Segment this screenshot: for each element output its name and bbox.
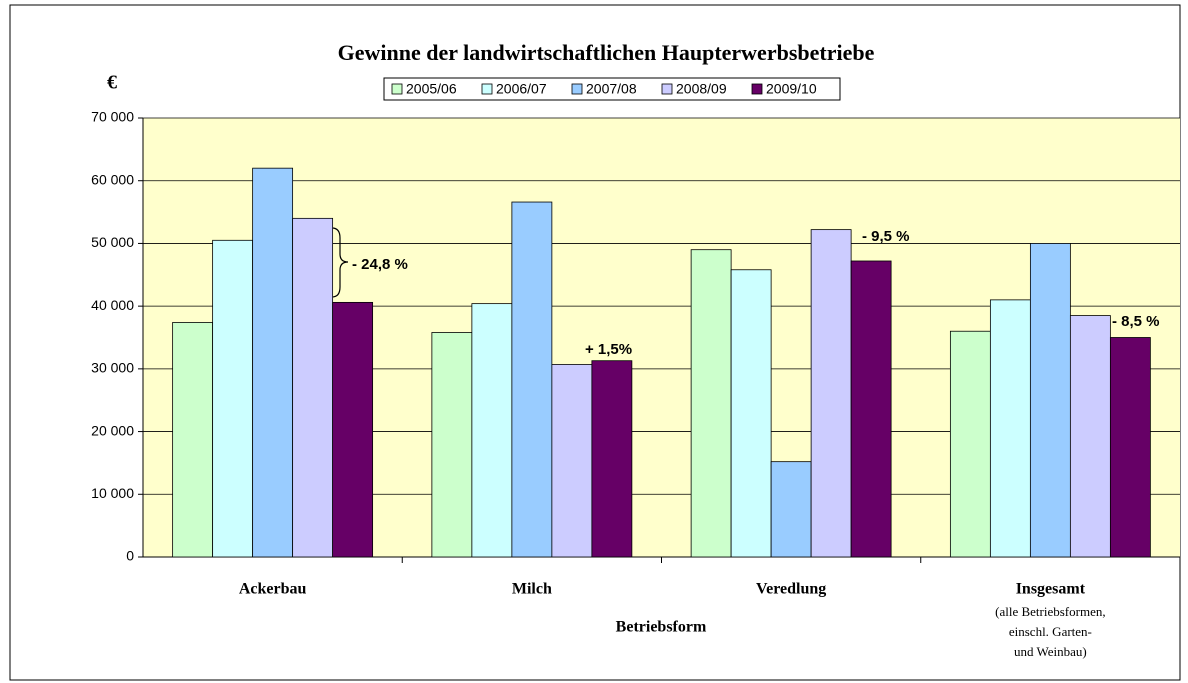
bar xyxy=(252,167,294,558)
legend-swatch xyxy=(661,83,673,95)
legend-label: 2008/09 xyxy=(676,81,727,97)
annotation: - 9,5 % xyxy=(862,228,910,245)
chart-title: Gewinne der landwirtschaftlichen Haupter… xyxy=(338,40,875,65)
legend-label: 2006/07 xyxy=(496,81,547,97)
bar xyxy=(690,249,732,558)
y-tick-label: 20 000 xyxy=(91,422,134,438)
bar xyxy=(431,332,473,558)
legend-swatch xyxy=(391,83,403,95)
x-tick-label: Veredlung xyxy=(756,581,826,598)
category-note: (alle Betriebsformen, xyxy=(995,604,1105,619)
bar xyxy=(471,303,513,558)
bar xyxy=(1109,337,1151,558)
y-tick-label: 70 000 xyxy=(91,109,134,125)
x-tick-label: Ackerbau xyxy=(239,581,307,598)
brace xyxy=(331,227,349,298)
x-axis-label: Betriebsform xyxy=(616,619,707,636)
x-tick-label: Milch xyxy=(512,581,552,598)
bar xyxy=(292,217,334,558)
legend-label: 2005/06 xyxy=(406,81,457,97)
bar xyxy=(989,299,1031,558)
bar xyxy=(810,229,852,558)
bar xyxy=(511,201,553,558)
bar xyxy=(212,239,254,558)
bar xyxy=(949,330,991,558)
bar xyxy=(730,269,772,558)
bar xyxy=(770,461,812,558)
legend-swatch xyxy=(751,83,763,95)
y-tick-label: 10 000 xyxy=(91,485,134,501)
legend-swatch xyxy=(481,83,493,95)
bar xyxy=(551,364,593,558)
legend-box xyxy=(383,77,841,101)
y-tick-label: 0 xyxy=(126,548,134,564)
bar xyxy=(172,322,214,558)
bar xyxy=(850,260,892,558)
y-tick-label: 60 000 xyxy=(91,171,134,187)
category-note: und Weinbau) xyxy=(1014,644,1087,659)
bar xyxy=(591,360,633,558)
x-tick-label: Insgesamt xyxy=(1016,581,1086,598)
bar xyxy=(1069,315,1111,558)
legend-label: 2009/10 xyxy=(766,81,817,97)
annotation: - 8,5 % xyxy=(1112,313,1160,330)
annotation: + 1,5% xyxy=(585,341,632,358)
bar xyxy=(1029,243,1071,558)
category-note: einschl. Garten- xyxy=(1009,624,1092,639)
y-tick-label: 40 000 xyxy=(91,297,134,313)
legend-label: 2007/08 xyxy=(586,81,637,97)
legend-swatch xyxy=(571,83,583,95)
y-tick-label: 50 000 xyxy=(91,234,134,250)
y-axis-label: € xyxy=(107,72,117,94)
y-tick-label: 30 000 xyxy=(91,360,134,376)
bar xyxy=(332,301,374,558)
annotation: - 24,8 % xyxy=(352,256,408,273)
